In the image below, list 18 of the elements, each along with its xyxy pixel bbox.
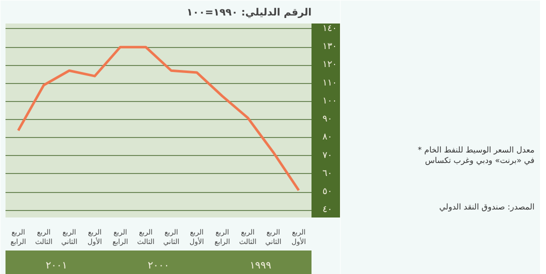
y-tick-label: ١٢٠: [322, 60, 338, 70]
y-tick-label: ١١٠: [322, 78, 338, 88]
text: ٢٠٠١: [46, 260, 68, 272]
text: ١٩٩٩: [250, 260, 272, 272]
y-tick-label: ١٠٠: [322, 96, 338, 106]
y-tick-label: ٩٠: [322, 114, 332, 125]
y-tick-label: ٨٠: [322, 132, 332, 143]
line-series: [17, 46, 300, 192]
y-tick-label: ١٤٠: [322, 24, 338, 34]
text: * معدل السعر الوسيط للنفط الخام في «برنت» ودبي وغرب تكساس: [418, 145, 535, 166]
text: المصدر: صندوق النقد الدولي: [439, 202, 534, 212]
y-tick-label: ٦٠: [322, 168, 332, 179]
chart-title: الرقم الدليلي: ١٩٩٠=١٠٠: [186, 8, 312, 18]
y-tick-label: ٤٠: [322, 205, 332, 216]
text: ٢٠٠٠: [148, 260, 170, 272]
y-tick-label: ١٣٠: [322, 42, 338, 52]
y-tick-label: ٧٠: [322, 150, 332, 161]
y-tick-label: ٥٠: [322, 187, 332, 198]
